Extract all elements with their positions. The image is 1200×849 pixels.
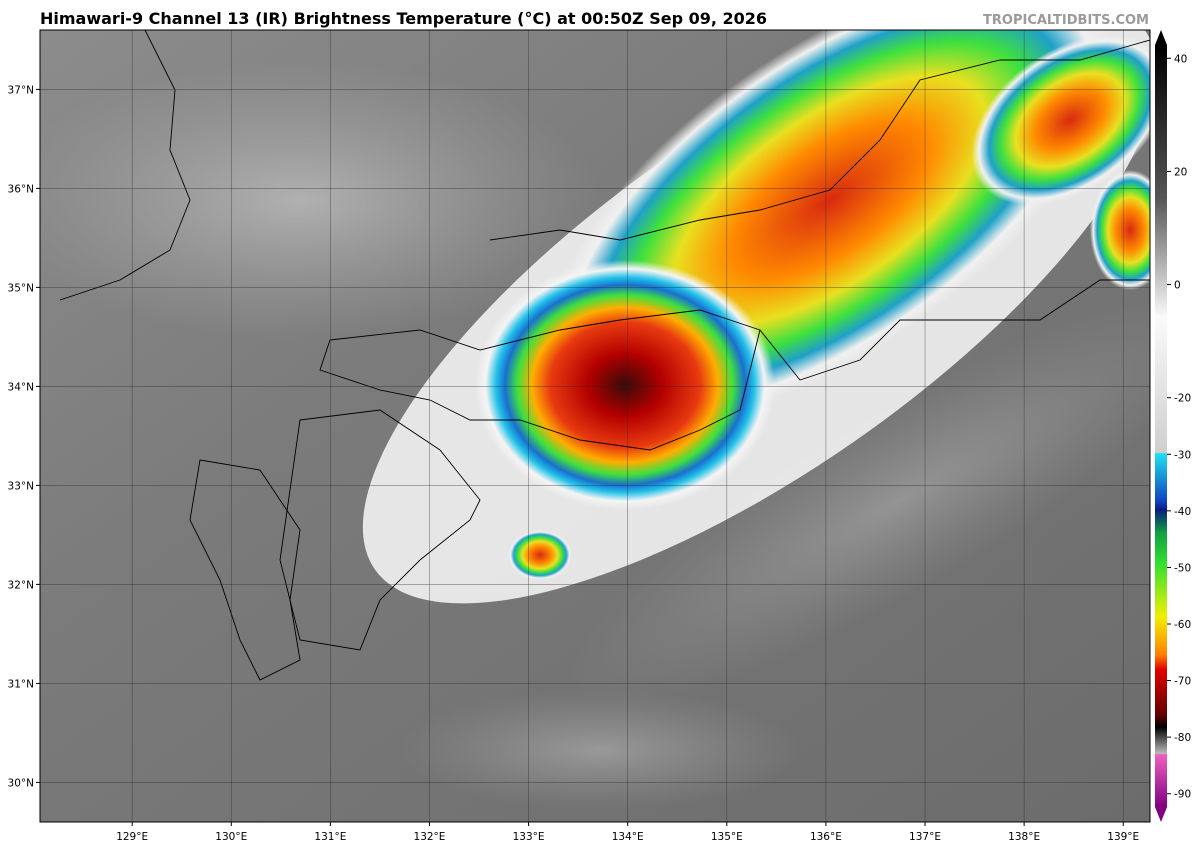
colorbar-tick-label: -30	[1174, 449, 1191, 461]
x-tick-label: 133°E	[513, 831, 545, 843]
colorbar-tick-label: 20	[1174, 166, 1187, 178]
colorbar-tick-label: -40	[1174, 506, 1191, 518]
y-tick-label: 32°N	[8, 579, 34, 591]
colorbar-bottom-arrow	[1155, 807, 1167, 822]
colorbar-tick-label: -90	[1174, 789, 1191, 801]
y-tick-label: 30°N	[8, 777, 34, 789]
x-tick-label: 135°E	[711, 831, 743, 843]
y-tick-label: 34°N	[8, 381, 34, 393]
x-tick-label: 137°E	[909, 831, 941, 843]
x-tick-label: 130°E	[215, 831, 247, 843]
x-tick-label: 131°E	[314, 831, 346, 843]
y-tick-label: 36°N	[8, 183, 34, 195]
y-tick-label: 31°N	[8, 678, 34, 690]
colorbar-tick-label: 0	[1174, 280, 1181, 292]
map-title: Himawari-9 Channel 13 (IR) Brightness Te…	[40, 9, 767, 28]
y-tick-label: 37°N	[8, 84, 34, 96]
x-tick-label: 136°E	[810, 831, 842, 843]
satellite-image	[40, 30, 1150, 822]
colorbar-tick-label: -80	[1174, 732, 1191, 744]
x-tick-label: 129°E	[116, 831, 148, 843]
colorbar-top-arrow	[1155, 30, 1167, 45]
x-tick-label: 134°E	[612, 831, 644, 843]
colorbar-tick-label: -70	[1174, 676, 1191, 688]
y-tick-label: 33°N	[8, 480, 34, 492]
colorbar-tick-label: 40	[1174, 53, 1187, 65]
colorbar-tick-label: -60	[1174, 619, 1191, 631]
colorbar-tick-label: -20	[1174, 393, 1191, 405]
watermark: TROPICALTIDBITS.COM	[983, 13, 1149, 28]
colorbar	[1155, 45, 1167, 807]
x-tick-label: 138°E	[1008, 831, 1040, 843]
map-frame	[39, 29, 1151, 823]
x-tick-label: 132°E	[414, 831, 446, 843]
y-tick-label: 35°N	[8, 282, 34, 294]
x-tick-label: 139°E	[1107, 831, 1139, 843]
colorbar-tick-label: -50	[1174, 562, 1191, 574]
